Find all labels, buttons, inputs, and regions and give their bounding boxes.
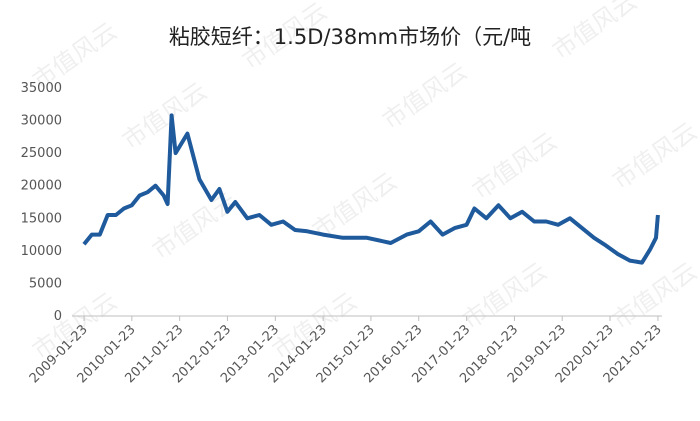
y-tick-label: 35000 bbox=[21, 81, 62, 96]
y-tick-label: 15000 bbox=[21, 211, 62, 226]
y-tick-label: 20000 bbox=[21, 179, 62, 194]
y-tick-label: 25000 bbox=[21, 146, 62, 161]
line bbox=[82, 113, 660, 265]
y-tick-label: 30000 bbox=[21, 114, 62, 129]
y-tick-label: 10000 bbox=[21, 244, 62, 259]
y-tick-label: 5000 bbox=[29, 276, 62, 291]
y-tick-label: 0 bbox=[54, 309, 62, 324]
chart-title: 粘胶短纤：1.5D/38mm市场价（元/吨 bbox=[169, 25, 531, 49]
